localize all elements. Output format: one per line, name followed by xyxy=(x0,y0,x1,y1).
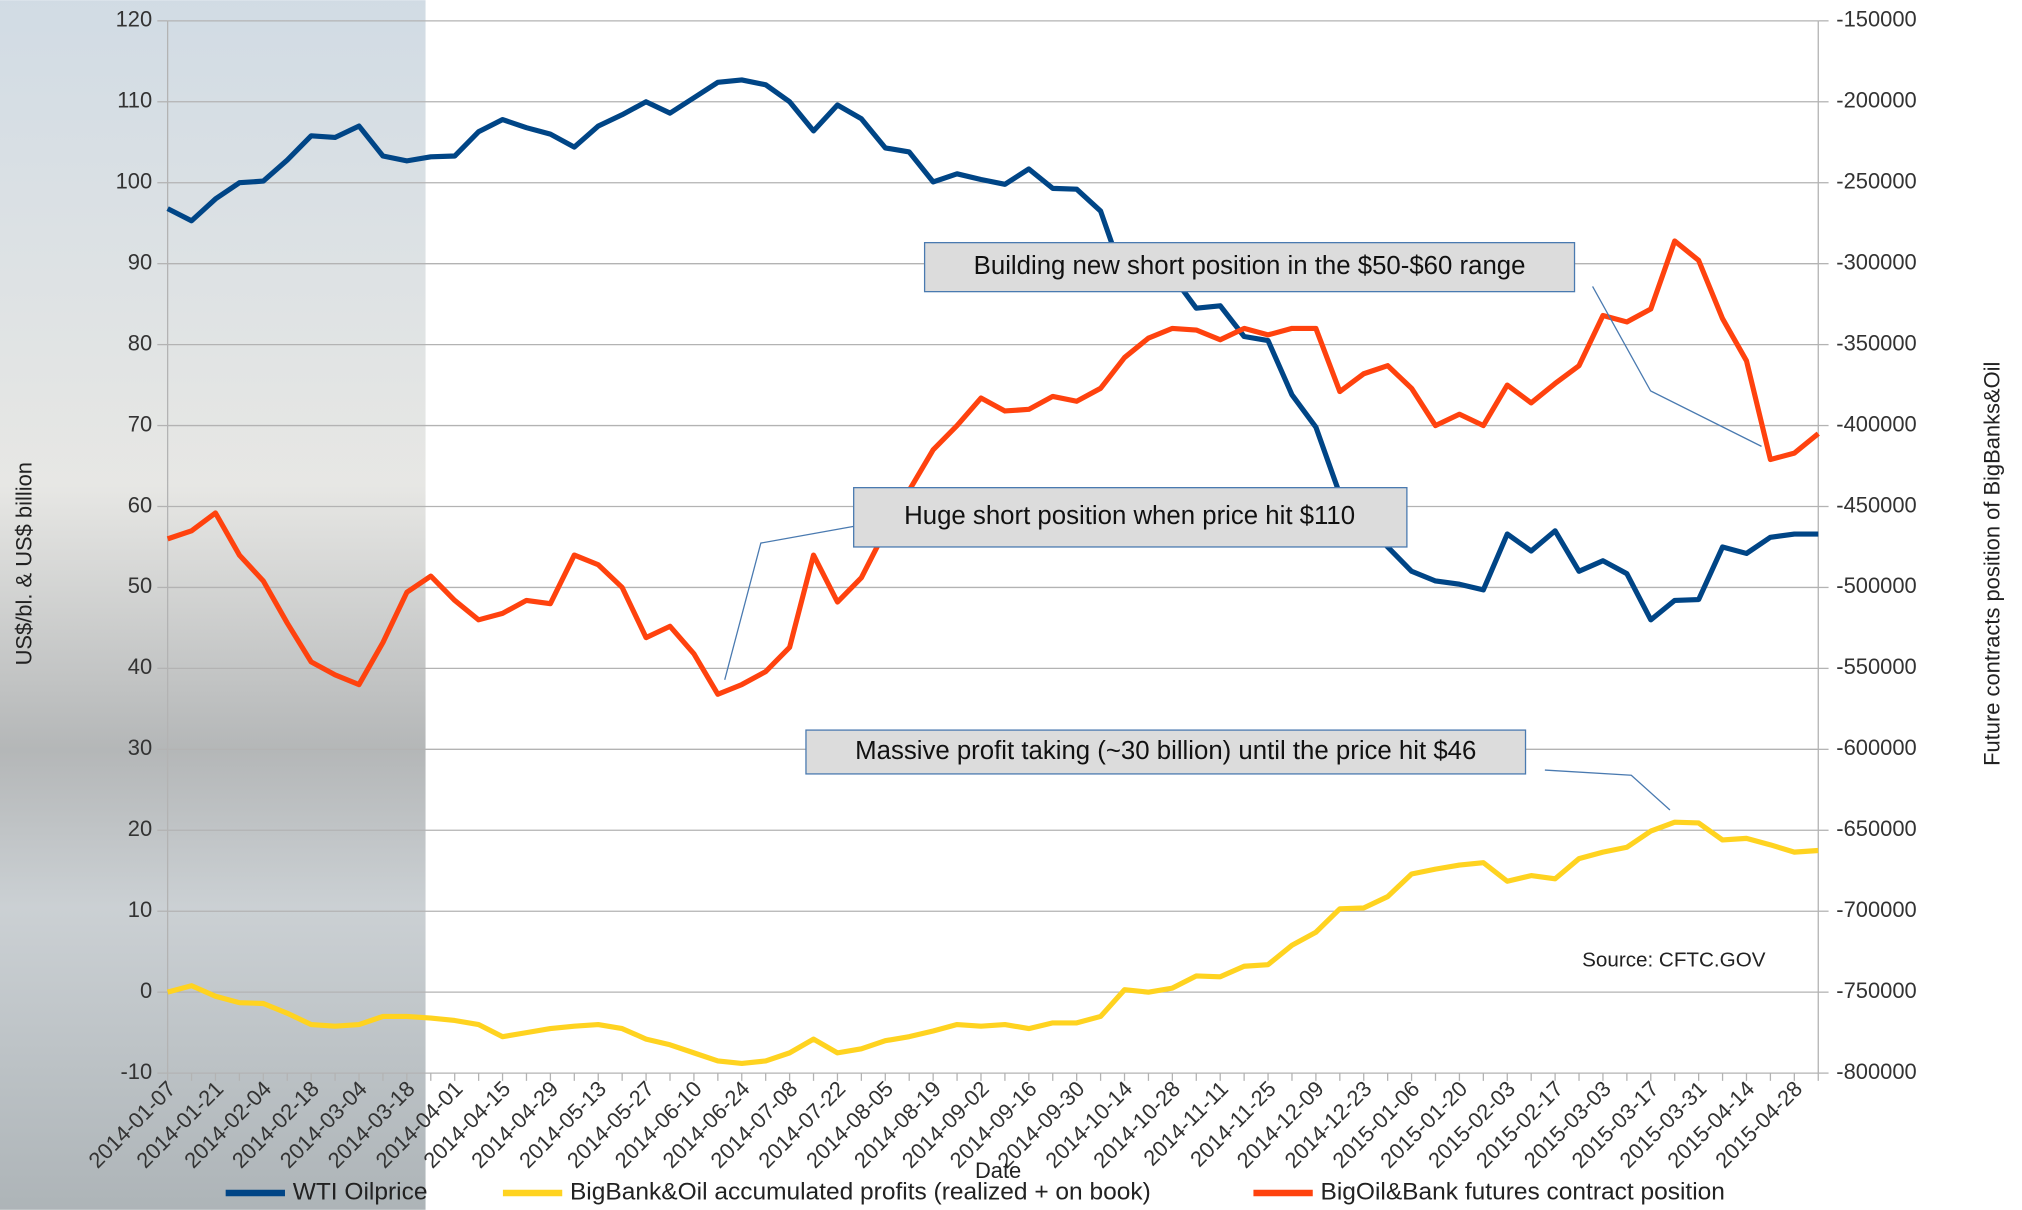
legend-label: BigOil&Bank futures contract position xyxy=(1320,1178,1724,1205)
annotation-box xyxy=(853,487,1408,548)
y-tick-label: 40 xyxy=(128,654,152,679)
y2-axis-title: Future contracts position of BigBanks&Oi… xyxy=(1979,362,2004,766)
y-tick-label: -10 xyxy=(120,1059,152,1084)
y2-tick-label: -450000 xyxy=(1836,492,1916,517)
y2-tick-label: -750000 xyxy=(1836,978,1916,1003)
y-tick-label: 90 xyxy=(128,249,152,274)
y-tick-label: 20 xyxy=(128,816,152,841)
y2-tick-label: -500000 xyxy=(1836,573,1916,598)
y-tick-label: 80 xyxy=(128,330,152,355)
annotation: Building new short position in the $50-$… xyxy=(974,252,1526,280)
y-axis-title: US$/bl. & US$ billion xyxy=(12,462,37,665)
y-tick-label: 70 xyxy=(128,411,152,436)
x-axis-title: Date xyxy=(975,1158,1021,1183)
y-tick-label: 0 xyxy=(140,978,152,1003)
y-tick-label: 60 xyxy=(128,492,152,517)
y2-tick-label: -700000 xyxy=(1836,897,1916,922)
callout-line xyxy=(724,525,854,680)
y-tick-label: 120 xyxy=(116,7,153,32)
callout-line xyxy=(1544,769,1671,811)
y2-tick-label: -350000 xyxy=(1836,330,1916,355)
y-tick-label: 30 xyxy=(128,735,152,760)
legend-label: BigBank&Oil accumulated profits (realize… xyxy=(570,1178,1151,1205)
y-tick-label: 10 xyxy=(128,897,152,922)
source-note: Source: CFTC.GOV xyxy=(1582,948,1766,971)
y2-tick-label: -150000 xyxy=(1836,7,1916,32)
callout-line xyxy=(1592,286,1762,447)
annotation-box xyxy=(805,729,1527,775)
y-tick-label: 100 xyxy=(116,169,153,194)
y2-tick-label: -650000 xyxy=(1836,816,1916,841)
legend-label: WTI Oilprice xyxy=(293,1178,428,1205)
background-photo xyxy=(0,0,426,1210)
series-line xyxy=(166,77,1819,623)
y-tick-label: 50 xyxy=(128,573,152,598)
annotation-box xyxy=(923,241,1576,293)
annotations: Building new short position in the $50-$… xyxy=(724,241,1762,811)
annotation: Huge short position when price hit $110 xyxy=(904,502,1355,530)
y2-tick-label: -600000 xyxy=(1836,735,1916,760)
y-tick-label: 110 xyxy=(117,88,152,113)
y2-tick-label: -250000 xyxy=(1836,169,1916,194)
annotation: Massive profit taking (~30 billion) unti… xyxy=(855,737,1476,765)
y2-tick-label: -800000 xyxy=(1836,1059,1916,1084)
y2-tick-label: -300000 xyxy=(1836,249,1916,274)
y2-tick-label: -400000 xyxy=(1836,411,1916,436)
series-line xyxy=(166,238,1820,697)
series-line xyxy=(166,819,1819,1066)
y2-tick-label: -550000 xyxy=(1836,654,1916,679)
y2-tick-label: -200000 xyxy=(1836,88,1916,113)
